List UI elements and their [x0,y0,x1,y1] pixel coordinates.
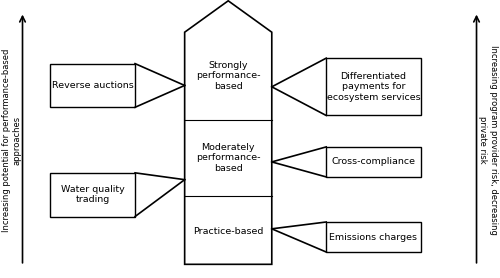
Text: Increasing program provider risk, decreasing
private risk: Increasing program provider risk, decrea… [478,45,498,235]
Text: Reverse auctions: Reverse auctions [52,81,134,90]
FancyBboxPatch shape [326,58,420,115]
Text: Increasing potential for performance-based
approaches: Increasing potential for performance-bas… [2,48,21,232]
Text: Moderately
performance-
based: Moderately performance- based [196,143,260,173]
Text: Water quality
trading: Water quality trading [61,185,124,204]
Text: Practice-based: Practice-based [193,227,264,236]
Polygon shape [184,1,272,264]
FancyBboxPatch shape [326,222,420,252]
Text: Emissions charges: Emissions charges [330,232,418,242]
FancyBboxPatch shape [50,64,135,107]
Text: Differentiated
payments for
ecosystem services: Differentiated payments for ecosystem se… [326,72,420,102]
Text: Cross-compliance: Cross-compliance [332,157,415,167]
FancyBboxPatch shape [326,147,420,177]
FancyBboxPatch shape [50,173,135,217]
Text: Strongly
performance-
based: Strongly performance- based [196,61,260,91]
